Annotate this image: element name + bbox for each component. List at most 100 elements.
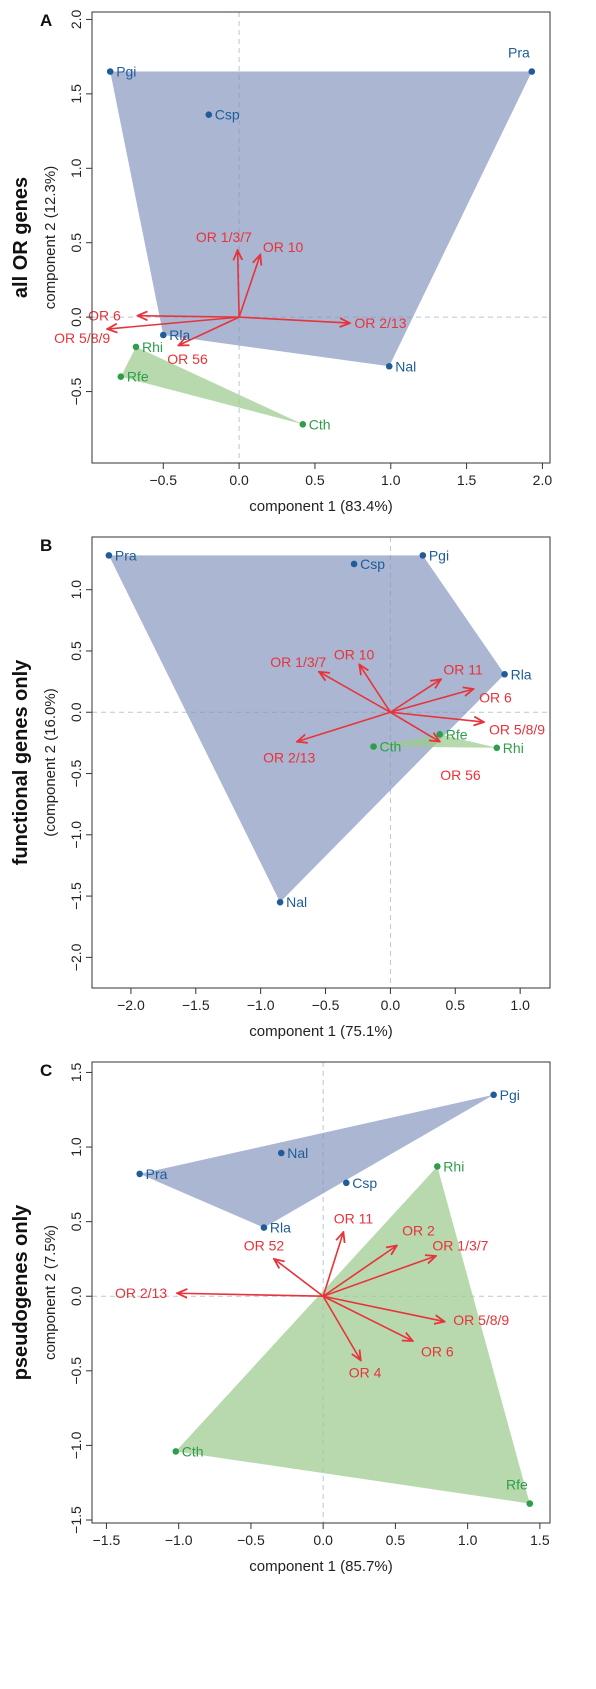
loading-arrow-label: OR 56	[440, 767, 481, 783]
plot-frame	[91, 536, 551, 989]
loading-arrow	[390, 711, 439, 741]
x-tick-label: −0.5	[312, 997, 340, 1013]
species-point	[342, 1179, 350, 1187]
loading-arrow	[238, 250, 240, 318]
loading-arrow	[322, 1256, 436, 1297]
y-tick-label: 2.0	[68, 10, 84, 30]
y-tick-label: 0.5	[68, 233, 84, 253]
species-point	[350, 560, 358, 568]
row-title: pseudogenes only	[10, 1204, 32, 1380]
x-tick-label: 1.0	[458, 1532, 478, 1548]
loading-arrow	[322, 1295, 413, 1341]
loading-arrow-label: OR 6	[479, 690, 512, 706]
row-title: all OR genes	[10, 177, 32, 298]
y-axis-label: (component 2 (16.0%)	[42, 688, 59, 836]
species-point	[528, 68, 536, 75]
y-tick-label: −1.0	[68, 1431, 84, 1459]
loading-arrow-label: OR 10	[334, 647, 375, 663]
species-point	[205, 111, 213, 119]
x-axis-label: component 1 (83.4%)	[249, 498, 392, 515]
panel-c: OR 52 OR 11 OR 2OR 1/3/7 OR 2/13 OR 5/8/9 OR …	[10, 1061, 551, 1575]
loading-arrow-label: OR 1/3/7	[432, 1238, 488, 1254]
y-tick-label: 1.0	[68, 1137, 84, 1157]
species-point	[436, 731, 444, 738]
loading-arrow-label: OR 2/13	[263, 750, 315, 766]
species-label: Pra	[115, 547, 137, 563]
y-tick-label: 1.5	[68, 84, 84, 104]
plot-frame	[91, 11, 551, 464]
loading-arrow	[359, 664, 392, 713]
blue-group-hull	[110, 71, 532, 367]
x-tick-label: 0.0	[229, 472, 249, 488]
species-label: Rfe	[506, 1477, 528, 1493]
species-point	[385, 362, 393, 370]
x-tick-label: 1.0	[381, 472, 401, 488]
y-tick-label: 0.0	[68, 1286, 84, 1306]
green-group-hull	[175, 1166, 530, 1504]
loading-arrow	[390, 689, 473, 714]
species-label: Cth	[309, 416, 331, 432]
species-point	[419, 552, 427, 559]
species-label: Csp	[360, 556, 385, 572]
species-point	[105, 552, 113, 559]
loading-arrow-label: OR 4	[349, 1364, 382, 1380]
x-tick-label: −0.5	[237, 1532, 265, 1548]
species-point	[526, 1500, 534, 1507]
x-tick-label: 1.5	[457, 472, 477, 488]
green-group-hull	[120, 346, 303, 425]
loading-arrow	[323, 1295, 444, 1321]
x-tick-label: −1.5	[93, 1532, 121, 1548]
species-label: Cth	[182, 1443, 204, 1459]
loading-arrow-label: OR 2	[402, 1223, 435, 1239]
species-label: Pgi	[116, 64, 136, 80]
loading-arrow-label: OR 2/13	[115, 1285, 167, 1301]
panel-a: OR 1/3/7 OR 10 OR 6 OR 5/8/9 OR 56 OR 2/13 Pgi…	[10, 10, 552, 515]
y-tick-label: −1.0	[68, 821, 84, 849]
loading-arrow-label: OR 52	[244, 1238, 285, 1254]
loading-arrow	[274, 1259, 324, 1297]
y-tick-label: −1.5	[68, 882, 84, 910]
panel-letter: C	[40, 1061, 52, 1080]
y-axis-label: component 2 (7.5%)	[42, 1225, 59, 1360]
y-axis-label: component 2 (12.3%)	[42, 166, 59, 309]
loading-arrow	[389, 679, 441, 713]
x-tick-label: 0.5	[446, 997, 466, 1013]
species-point	[490, 1091, 497, 1099]
species-label: Nal	[395, 358, 416, 374]
species-point	[299, 421, 307, 428]
y-tick-label: −0.5	[68, 759, 84, 787]
blue-group-hull	[139, 1094, 494, 1228]
panel-letter: B	[40, 536, 52, 555]
loading-arrow-label: OR 6	[88, 308, 121, 324]
species-label: Rla	[511, 666, 532, 682]
loading-arrow-label: OR 1/3/7	[196, 229, 252, 245]
loading-arrow	[178, 316, 240, 345]
y-tick-label: −0.5	[68, 378, 84, 406]
species-label: Rfe	[127, 369, 149, 385]
x-tick-label: 1.0	[510, 997, 530, 1013]
species-point	[117, 373, 125, 380]
species-label: Nal	[286, 894, 307, 910]
x-tick-label: 0.0	[381, 997, 401, 1013]
y-tick-label: −0.5	[68, 1357, 84, 1385]
panel-b: OR 1/3/7 OR 10 OR 11 OR 6 OR 5/8/9 OR 56 OR 2/…	[10, 536, 551, 1040]
species-point	[276, 898, 284, 906]
x-tick-label: −1.0	[165, 1532, 193, 1548]
loading-arrow-label: OR 5/8/9	[54, 330, 110, 346]
loading-arrow-label: OR 5/8/9	[453, 1312, 509, 1328]
species-point	[106, 68, 114, 75]
loading-arrow	[390, 711, 483, 722]
species-label: Pgi	[429, 547, 449, 563]
loading-arrow	[177, 1293, 324, 1296]
species-label: Rhi	[443, 1158, 464, 1174]
y-tick-label: 0.0	[68, 307, 84, 327]
loading-arrow	[107, 316, 240, 329]
x-tick-label: −1.0	[247, 997, 275, 1013]
x-tick-label: −1.5	[182, 997, 210, 1013]
species-point	[277, 1149, 285, 1157]
y-tick-label: 0.5	[68, 1212, 84, 1232]
species-label: Nal	[287, 1145, 308, 1161]
y-tick-label: 1.5	[68, 1063, 84, 1083]
species-label: Rhi	[142, 339, 163, 355]
x-tick-label: −2.0	[117, 997, 145, 1013]
